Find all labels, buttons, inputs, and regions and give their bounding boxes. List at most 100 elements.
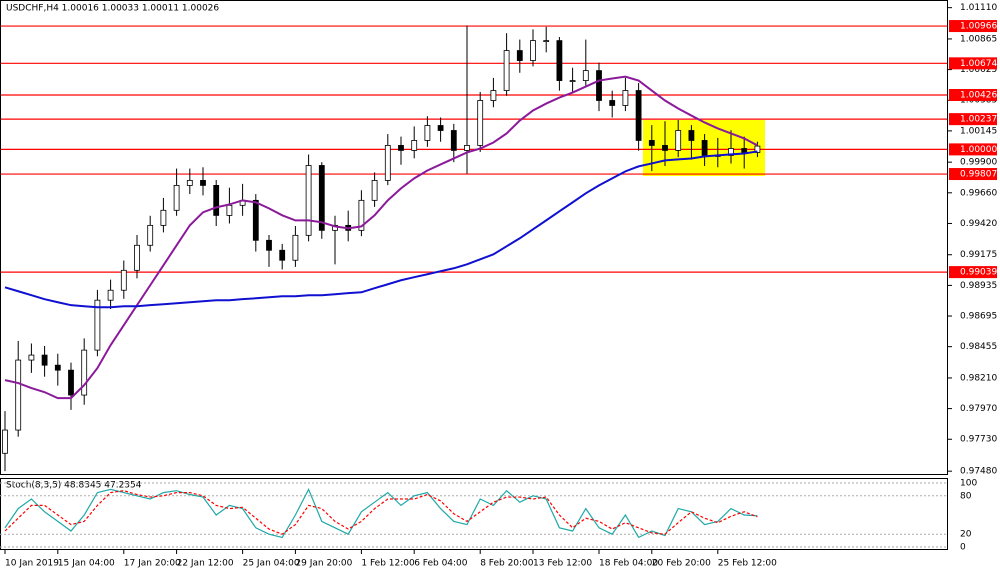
indicator-tick-label: 80 bbox=[960, 491, 972, 501]
y-tick-label: 1.00865 bbox=[960, 34, 997, 44]
level-label-box bbox=[949, 143, 997, 156]
y-tick-label: 0.99660 bbox=[960, 188, 997, 198]
candle-body bbox=[292, 234, 299, 261]
candle-body bbox=[279, 249, 286, 261]
chart-title: USDCHF,H4 1.00016 1.00033 1.00011 1.0002… bbox=[6, 4, 219, 14]
y-tick-label: 0.99175 bbox=[960, 250, 997, 260]
x-tick-label: 20 Feb 20:00 bbox=[652, 559, 711, 569]
candle-body bbox=[120, 269, 127, 291]
candle-body bbox=[371, 180, 378, 201]
candle-body bbox=[437, 125, 444, 131]
y-tick-label: 0.99420 bbox=[960, 219, 997, 229]
candle-body bbox=[662, 145, 668, 151]
x-tick-label: 17 Jan 20:00 bbox=[124, 559, 181, 569]
candle-body bbox=[477, 100, 484, 146]
candle-body bbox=[28, 354, 35, 361]
candle-body bbox=[701, 140, 708, 156]
level-label: 1.00237 bbox=[960, 115, 997, 125]
candle-body bbox=[94, 299, 101, 351]
candle-body bbox=[596, 70, 602, 101]
x-tick-label: 8 Feb 20:00 bbox=[480, 559, 534, 569]
candle-body bbox=[754, 145, 761, 153]
indicator-frame bbox=[0, 478, 948, 550]
x-tick-label: 18 Feb 04:00 bbox=[599, 559, 658, 569]
y-tick-label: 1.00145 bbox=[960, 126, 997, 136]
candle-body bbox=[728, 148, 734, 156]
candle-body bbox=[2, 429, 8, 454]
x-tick-label: 25 Feb 12:00 bbox=[718, 559, 777, 569]
y-tick-label: 0.98210 bbox=[960, 373, 997, 383]
indicator-line bbox=[4, 490, 758, 535]
y-tick-label: 1.00625 bbox=[960, 65, 997, 75]
candle-body bbox=[54, 364, 61, 371]
candle-body bbox=[635, 90, 642, 141]
candle-body bbox=[305, 165, 312, 236]
level-label-box bbox=[949, 89, 997, 101]
price-panel bbox=[0, 25, 948, 472]
candle-body bbox=[503, 50, 510, 91]
x-tick-label: 22 Jan 12:00 bbox=[177, 559, 234, 569]
level-label-box bbox=[949, 168, 997, 181]
candle-body bbox=[516, 50, 523, 61]
candle-body bbox=[226, 204, 233, 216]
candle-body bbox=[556, 40, 563, 81]
candle-body bbox=[200, 180, 206, 186]
candle-body bbox=[648, 140, 655, 146]
y-tick-label: 1.01110 bbox=[960, 3, 997, 13]
y-tick-label: 0.98455 bbox=[960, 342, 997, 352]
level-label: 1.00966 bbox=[960, 22, 997, 32]
level-label: 1.00000 bbox=[960, 145, 997, 155]
candle-body bbox=[213, 185, 220, 216]
candle-body bbox=[569, 80, 576, 82]
candle-body bbox=[398, 145, 404, 151]
candle-body bbox=[15, 359, 22, 431]
price-frame bbox=[0, 0, 948, 475]
candle-body bbox=[490, 90, 497, 101]
level-label: 0.99039 bbox=[960, 268, 997, 278]
indicator-title: Stoch(8,3,5) 48.8345 47.2354 bbox=[6, 481, 142, 491]
candle-body bbox=[384, 145, 391, 181]
level-label: 1.00426 bbox=[960, 91, 997, 101]
y-tick-label: 0.97480 bbox=[960, 467, 997, 477]
indicator-line bbox=[4, 487, 758, 539]
candle-body bbox=[81, 349, 88, 396]
moving-average bbox=[4, 75, 758, 400]
candle-body bbox=[266, 239, 272, 251]
level-label: 0.99807 bbox=[960, 170, 997, 180]
y-tick-label: 0.98695 bbox=[960, 312, 997, 322]
candle-body bbox=[252, 199, 259, 241]
x-tick-label: 15 Jan 04:00 bbox=[58, 559, 115, 569]
y-tick-label: 0.97970 bbox=[960, 404, 997, 414]
candle-body bbox=[609, 100, 616, 106]
x-tick-label: 25 Jan 04:00 bbox=[243, 559, 300, 569]
candle-body bbox=[424, 125, 431, 141]
candle-body bbox=[134, 244, 140, 271]
y-tick-label: 0.97730 bbox=[960, 435, 997, 445]
candle-body bbox=[675, 130, 682, 151]
candle-body bbox=[160, 209, 167, 226]
x-tick-label: 29 Jan 20:00 bbox=[295, 559, 352, 569]
candle-body bbox=[41, 354, 48, 366]
candle-body bbox=[450, 130, 457, 151]
y-tick-label: 0.99900 bbox=[960, 158, 997, 168]
indicator-tick-label: 0 bbox=[960, 543, 966, 553]
level-label-box bbox=[949, 266, 997, 279]
candle-body bbox=[147, 224, 154, 246]
candle-body bbox=[741, 148, 748, 153]
x-tick-label: 13 Feb 12:00 bbox=[533, 559, 592, 569]
candle-body bbox=[358, 199, 365, 231]
candle-body bbox=[622, 90, 629, 106]
candle-body bbox=[582, 70, 589, 81]
x-tick-label: 6 Feb 04:00 bbox=[414, 559, 468, 569]
indicator-tick-label: 20 bbox=[960, 530, 972, 540]
candle-body bbox=[173, 185, 180, 211]
candle-body bbox=[688, 130, 695, 141]
level-label: 1.00674 bbox=[960, 59, 997, 69]
candle-body bbox=[318, 165, 325, 231]
candle-body bbox=[68, 369, 74, 396]
candle-body bbox=[464, 145, 470, 151]
candle-body bbox=[186, 180, 193, 186]
level-label-box bbox=[949, 57, 997, 70]
x-tick-label: 10 Jan 2019 bbox=[5, 559, 59, 569]
level-label-box bbox=[949, 113, 997, 126]
